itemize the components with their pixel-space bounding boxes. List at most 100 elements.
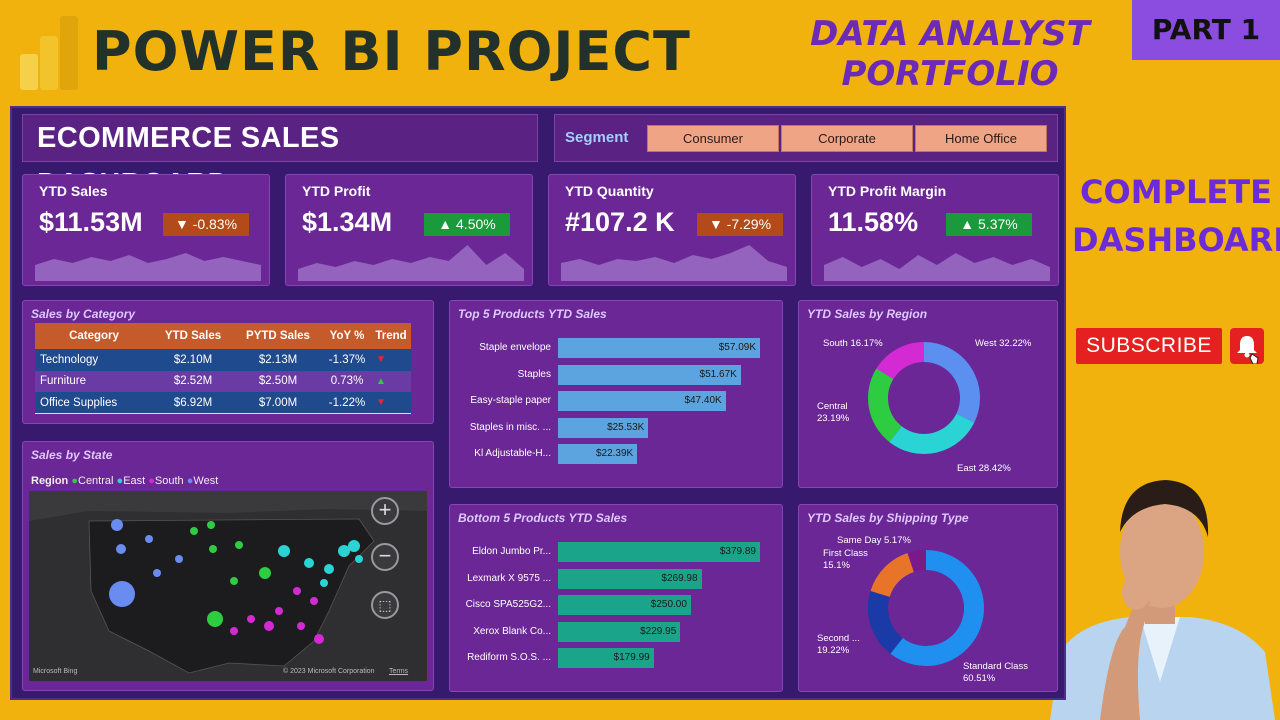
bar-category-label: Staple envelope (479, 342, 551, 353)
bar[interactable]: $47.40K (558, 391, 726, 411)
donut-slice-first-class[interactable] (870, 553, 915, 598)
column-header[interactable]: Category (35, 323, 153, 349)
bar[interactable]: $229.95 (558, 621, 681, 642)
donut-label-south: South 16.17% (823, 338, 883, 349)
bar-value-label: $47.40K (684, 395, 722, 406)
column-header[interactable]: Trend (371, 323, 411, 349)
legend-item-south[interactable]: ●South (148, 475, 184, 487)
donut-slice-east[interactable] (889, 413, 975, 454)
bar-category-label: Cisco SPA525G2... (465, 599, 551, 610)
dashboard-canvas: ECOMMERCE SALES DASHBOARD Segment Consum… (10, 106, 1066, 700)
segment-consumer-button[interactable]: Consumer (647, 125, 779, 152)
map-zoom-in-button[interactable]: + (371, 497, 399, 525)
map-legend: Region ●Central ●East ●South ●West (31, 475, 218, 487)
sales-by-region-card: YTD Sales by Region South 16.17% West 32… (798, 300, 1058, 488)
bar-value-label: $22.39K (595, 448, 634, 459)
bar-category-label: Eldon Jumbo Pr... (472, 546, 551, 557)
bar-value-label: $57.09K (718, 342, 756, 353)
bar-category-label: Rediform S.O.S. ... (467, 652, 551, 663)
donut-slice-south[interactable] (876, 342, 925, 380)
legend-item-east[interactable]: ●East (116, 475, 146, 487)
kpi-change: 5.37% (978, 216, 1018, 232)
kpi-sparkline (298, 245, 524, 281)
up-arrow-icon: ▲ (438, 216, 453, 232)
map-select-button[interactable]: ⬚ (371, 591, 399, 619)
bar-category-label: Easy-staple paper (470, 395, 551, 406)
kpi-title: YTD Quantity (565, 183, 654, 199)
bar[interactable]: $179.99 (558, 648, 654, 668)
kpi-card-ytd-profit[interactable]: YTD Profit $1.34M ▲ 4.50% (285, 174, 533, 286)
map-bubbles (109, 519, 363, 644)
subscribe-button[interactable]: SUBSCRIBE (1076, 328, 1222, 364)
table-row[interactable]: Office Supplies $6.92M $7.00M -1.22% ▼ (35, 392, 411, 414)
cell-pytd-sales: $2.50M (233, 370, 323, 392)
donut-label-first-class: First Class 15.1% (823, 548, 875, 572)
kpi-card-ytd-profit-margin[interactable]: YTD Profit Margin 11.58% ▲ 5.37% (811, 174, 1059, 286)
column-header[interactable]: YTD Sales (153, 323, 233, 349)
bar[interactable]: $25.53K (558, 417, 649, 438)
donut-slice-standard-class[interactable] (890, 550, 984, 666)
donut-label-same-day: Same Day 5.17% (837, 535, 911, 546)
kpi-change-badge: ▲ 5.37% (946, 213, 1032, 236)
legend-text: Central (78, 475, 114, 487)
bottom-5-products-card: Bottom 5 Products YTD Sales Eldon Jumbo … (449, 504, 783, 692)
map-terms-link[interactable]: Terms (389, 668, 409, 675)
bar-category-label: Lexmark X 9575 ... (467, 572, 551, 584)
table-row[interactable]: Furniture $2.52M $2.50M 0.73% ▲ (35, 370, 411, 392)
down-arrow-icon: ▼ (174, 216, 189, 232)
kpi-change-badge: ▼ -7.29% (697, 213, 783, 236)
donut-slice-same-day[interactable] (907, 550, 927, 573)
banner-title: POWER BI PROJECT (92, 20, 691, 83)
column-header-label: YTD Sales (164, 330, 222, 342)
donut-slice-west[interactable] (923, 342, 980, 423)
column-header[interactable]: PYTD Sales (233, 323, 323, 349)
complete-dashboard-text: COMPLETE DASHBOARD (1072, 168, 1280, 264)
kpi-change: 4.50% (456, 216, 496, 232)
bar[interactable]: $57.09K (558, 338, 760, 358)
table-row[interactable]: Technology $2.10M $2.13M -1.37% ▼ (35, 349, 411, 371)
map-attribution-copyright: © 2023 Microsoft Corporation (283, 668, 375, 675)
sales-by-category-card: Sales by Category Category YTD Sales PYT… (22, 300, 434, 424)
bar[interactable]: $22.39K (558, 444, 638, 464)
legend-item-central[interactable]: ●Central (71, 475, 114, 487)
kpi-sparkline (561, 245, 787, 281)
cell-ytd-sales: $6.92M (153, 392, 233, 414)
table-header-row: Category YTD Sales PYTD Sales YoY % Tren… (35, 323, 411, 349)
visual-title: YTD Sales by Region (807, 307, 928, 321)
kpi-card-ytd-sales[interactable]: YTD Sales $11.53M ▼ -0.83% (22, 174, 270, 286)
bar[interactable]: $51.67K (558, 364, 741, 385)
region-donut-chart[interactable] (859, 333, 989, 463)
donut-label-standard-text: Standard Class 60.51% (963, 661, 1028, 684)
kpi-value: $11.53M (39, 207, 143, 237)
bar[interactable]: $269.98 (558, 568, 702, 589)
kpi-sparkline (35, 253, 261, 281)
segment-home-office-button[interactable]: Home Office (915, 125, 1047, 152)
bar-value-label: $179.99 (613, 652, 650, 663)
shipping-donut-chart[interactable] (859, 541, 993, 675)
banner-subtitle: DATA ANALYST PORTFOLIO (800, 14, 1100, 94)
us-map[interactable]: + − ⬚ Microsoft Bing © 2023 Microsoft Co… (29, 491, 427, 681)
kpi-title: YTD Profit (302, 183, 371, 199)
segment-corporate-button[interactable]: Corporate (781, 125, 913, 152)
donut-slice-central[interactable] (868, 368, 903, 442)
kpi-value: 11.58% (828, 207, 919, 237)
kpi-card-ytd-quantity[interactable]: YTD Quantity #107.2 K ▼ -7.29% (548, 174, 796, 286)
bar[interactable]: $379.89 (558, 542, 760, 562)
column-header[interactable]: YoY % (323, 323, 371, 349)
complete-line-1: COMPLETE (1080, 173, 1272, 211)
bar[interactable]: $250.00 (558, 595, 691, 615)
legend-item-west[interactable]: ●West (186, 475, 219, 487)
kpi-change: -7.29% (726, 216, 772, 232)
bar-category-label: Staples (517, 368, 551, 380)
bar-value-label: $269.98 (661, 572, 698, 584)
kpi-value: #107.2 K (565, 207, 675, 237)
map-zoom-out-button[interactable]: − (371, 543, 399, 571)
donut-label-first-class-text: First Class 15.1% (823, 548, 868, 571)
down-arrow-icon: ▼ (708, 216, 723, 232)
cell-yoy: 0.73% (323, 370, 371, 392)
subtitle-line-1: DATA ANALYST (810, 14, 1090, 54)
notification-bell-button[interactable] (1230, 328, 1264, 365)
trend-down-icon: ▼ (371, 349, 411, 371)
donut-slice-second[interactable] (868, 591, 904, 654)
sparkline-area (298, 245, 524, 281)
